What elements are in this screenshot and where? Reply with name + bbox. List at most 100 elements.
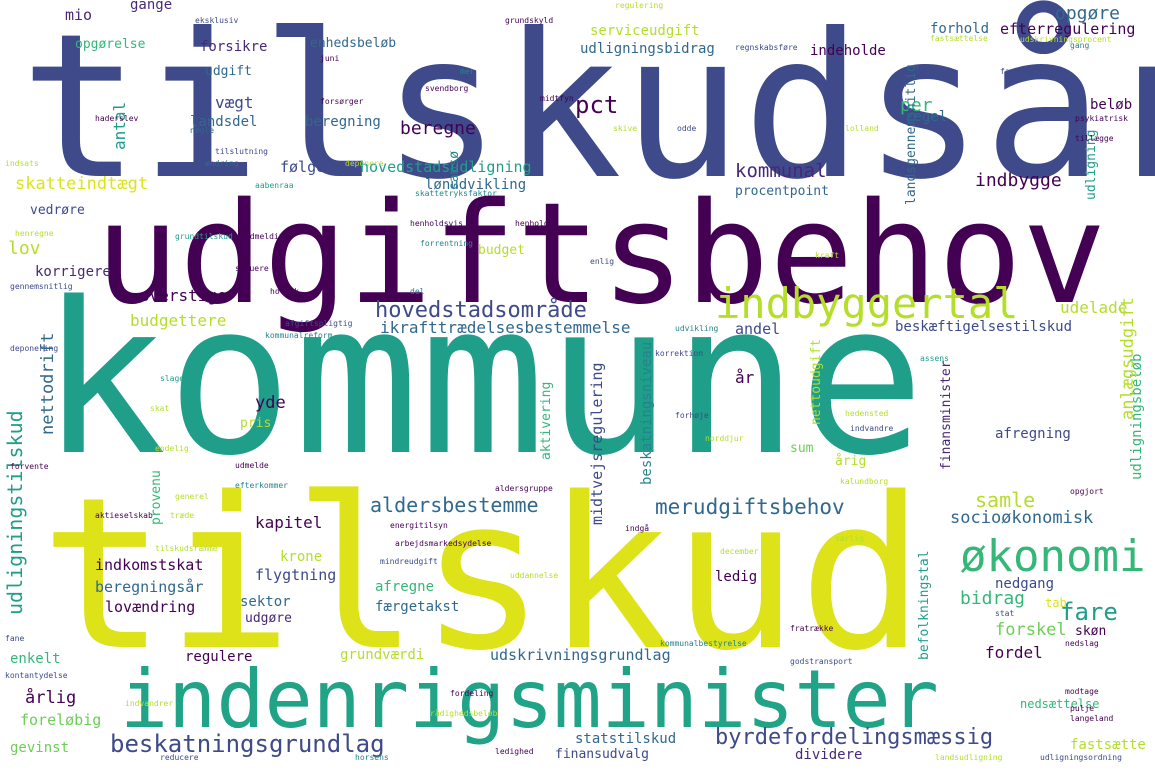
word-korrigere: korrigere [35, 264, 111, 280]
word-small: kraft [815, 251, 840, 260]
word-mio: mio [65, 6, 93, 24]
word-small: henholdsvis [410, 219, 463, 228]
word-small: skat [150, 404, 170, 413]
word-small: fastsættelse [930, 34, 988, 43]
word-small: aabenraa [255, 181, 294, 190]
word-small: udmelde [235, 461, 269, 470]
word-folge: følge [280, 158, 326, 176]
word-andel: andel [735, 320, 781, 338]
word-kommunal: kommunal [735, 160, 827, 182]
word-regulere: regulere [185, 649, 253, 665]
word-small: horsens [355, 753, 389, 762]
word-beregning: beregning [305, 114, 381, 130]
word-lovaendring: lovændring [105, 598, 196, 616]
word-landsgennemsnitlig: landsgennemsnitlig [904, 64, 919, 205]
word-indbygge: indbygge [975, 170, 1062, 191]
word-ar: år [735, 368, 755, 387]
word-flygtning: flygtning [255, 566, 337, 584]
word-small: indvandrer [125, 699, 174, 708]
word-udgore: udgøre [245, 611, 292, 626]
word-small: landsudligning [935, 753, 1003, 762]
word-small: deponering [10, 344, 59, 353]
word-procentpoint: procentpoint [735, 184, 829, 199]
word-indkomstskat: indkomstskat [95, 556, 204, 574]
word-small: tilslutning [215, 147, 268, 156]
word-small: endelig [155, 444, 189, 453]
word-small: udskrivningsprocent [1020, 35, 1112, 44]
word-arig: årig [835, 454, 867, 469]
word-afregne: afregne [375, 579, 435, 595]
word-hovedstadsudligning: hovedstadsudligning [360, 158, 532, 176]
word-tilskud: tilskud [40, 452, 926, 697]
word-udskrivningsgrundlag: udskrivningsgrundlag [490, 646, 671, 664]
word-fastsaette: fastsætte [1070, 737, 1146, 753]
word-small: arbejdsmarkedsydelse [395, 539, 492, 548]
word-small: skive [613, 124, 638, 133]
word-nedgang: nedgang [995, 576, 1055, 592]
word-afregning: afregning [995, 426, 1071, 442]
word-small: fordeling [450, 689, 494, 698]
word-gange: gange [130, 0, 173, 13]
word-enkelt: enkelt [10, 651, 61, 667]
word-small: juni [320, 54, 340, 63]
word-small: svendborg [425, 84, 469, 93]
word-samso: samsø [447, 150, 462, 190]
word-small: ledighed [495, 747, 534, 756]
word-aldersbestemme: aldersbestemme [370, 493, 539, 517]
word-small: eksklusiv [195, 16, 239, 25]
word-small: forsørger [320, 97, 364, 106]
word-merudgiftsbehov: merudgiftsbehov [655, 495, 845, 519]
word-small: odde [677, 124, 697, 133]
word-befolkningstal: befolkningstal [917, 550, 932, 660]
word-small: energitilsyn [390, 521, 448, 530]
word-overstige: overstige [140, 286, 227, 305]
word-kapitel: kapitel [255, 513, 323, 532]
word-small: holbæk [270, 287, 299, 296]
word-small: forvente [10, 462, 49, 471]
word-small: slagelse [160, 374, 199, 383]
word-small: rådighedsbeløb [430, 709, 498, 718]
word-beregne: beregne [400, 118, 476, 139]
word-small: regnskabsføre [735, 43, 798, 52]
word-small: gennemsnitlig [10, 282, 73, 291]
word-small: henregne [15, 229, 54, 238]
word-samle: samle [975, 488, 1036, 512]
word-small: grundtilskud [175, 232, 233, 241]
word-small: nøgle [190, 126, 215, 135]
word-small: afgiftspligtig [285, 319, 353, 328]
word-landsdel: landsdel [190, 114, 258, 130]
word-pris: pris [240, 416, 272, 431]
word-indenrigsminister: indenrigsminister [120, 653, 939, 746]
word-udelade: udelade [1060, 298, 1128, 317]
word-arlig: årlig [25, 688, 77, 708]
word-yde: yde [255, 393, 286, 413]
word-bidrag: bidrag [960, 588, 1026, 609]
word-small: aldersgruppe [495, 484, 553, 493]
word-ikraft: ikrafttrædelsesbestemmelse [380, 318, 631, 337]
word-fordel: fordel [985, 643, 1043, 662]
word-small: grundskyld [505, 16, 554, 25]
word-budget: budget [478, 243, 525, 258]
word-small: generel [175, 492, 209, 501]
word-small: faaborg [1000, 67, 1034, 76]
word-small: ændring [205, 159, 239, 168]
word-small: pulje [1070, 704, 1095, 713]
word-small: langeland [1070, 714, 1114, 723]
word-udgift: udgift [205, 64, 252, 79]
word-small: opgjort [1070, 487, 1104, 496]
word-nettoudgift: nettoudgift [809, 338, 824, 425]
word-small: midtfyn [540, 94, 574, 103]
word-small: enlig [590, 257, 615, 266]
word-finansminister: finansminister [939, 360, 954, 470]
word-small: struere [235, 264, 269, 273]
word-small: deponere [345, 159, 384, 168]
word-forelobig: foreløbig [20, 711, 102, 729]
word-small: særlig [835, 534, 864, 543]
word-gevinst: gevinst [10, 740, 70, 756]
word-small: henhold [515, 219, 549, 228]
word-lonudvikling: lønudvikling [425, 177, 527, 193]
word-tilskudsar: tilskudsår [20, 0, 1155, 224]
word-small: december [720, 547, 759, 556]
word-krone: krone [280, 549, 323, 565]
word-kommune: kommune [40, 257, 926, 502]
